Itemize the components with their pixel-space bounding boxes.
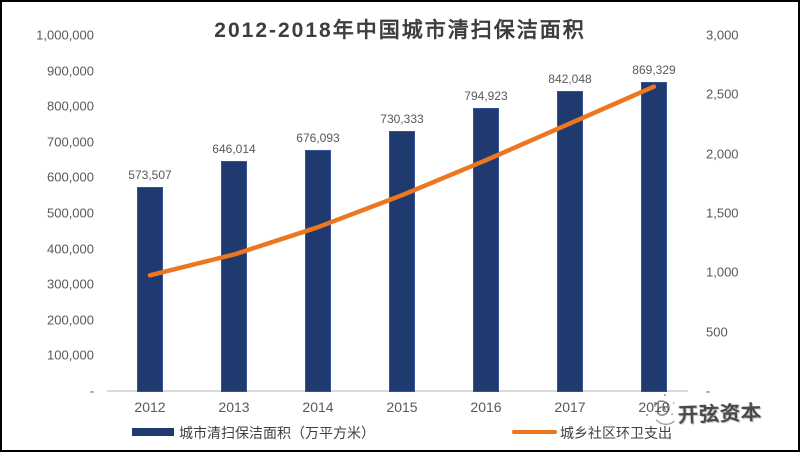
bar-2014 [305,150,331,392]
bar-2016 [473,108,499,392]
left-axis-tick: 800,000 [47,98,94,114]
left-axis-tick: 400,000 [47,241,94,257]
bar-value-label: 676,093 [296,131,340,146]
x-axis-label-2012: 2012 [134,399,166,415]
left-axis-tick: 700,000 [47,134,94,150]
bar-2013 [221,161,247,392]
x-axis-label-2015: 2015 [386,399,418,415]
right-axis-tick: - [706,383,711,399]
right-axis-tick: 2,000 [706,146,739,162]
right-axis-tick: 2,500 [706,86,739,102]
bar-value-label: 794,923 [464,89,508,103]
x-axis-label-2017: 2017 [554,399,586,415]
left-axis-tick: 200,000 [47,312,94,328]
watermark-speckle [646,414,648,416]
x-axis-label-2013: 2013 [218,399,250,415]
right-axis-tick: 1,000 [706,264,739,280]
bar-2018 [641,81,667,392]
bar-value-label: 646,014 [212,142,256,157]
legend-line-label: 城乡社区环卫支出 [560,425,672,441]
left-axis-tick: 900,000 [47,63,94,79]
right-axis-tick: 1,500 [706,205,739,221]
watermark-speckle [664,394,666,396]
watermark: 开弦资本 [651,394,762,430]
bar-value-label: 842,048 [548,72,592,87]
x-axis-label-2014: 2014 [302,399,334,415]
left-axis-tick: 600,000 [47,169,94,185]
bar-2017 [557,91,583,392]
right-axis-tick: 500 [706,324,728,340]
legend-bar-swatch [132,428,174,436]
bar-value-label: 730,333 [380,112,424,126]
scribble-spiral-icon [653,400,675,425]
bar-2015 [389,131,415,392]
watermark-text: 开弦资本 [677,401,763,427]
left-axis-tick: 500,000 [47,205,94,221]
legend-bar-label: 城市清扫保洁面积（万平方米） [179,425,375,441]
x-axis-label-2018: 2018 [638,399,670,415]
left-axis-tick: 100,000 [47,347,94,363]
right-axis-tick: 3,000 [706,27,739,43]
left-axis-tick: 1,000,000 [36,27,94,43]
legend-line-swatch [512,430,557,434]
chart-title: 2012-2018年中国城市清扫保洁面积 [214,19,586,42]
bar-value-label: 573,507 [128,167,172,182]
watermark-speckle [654,402,657,405]
x-axis-label-2016: 2016 [470,399,502,415]
bar-value-label: 869,329 [632,62,676,77]
left-axis-tick: - [89,383,94,399]
bar-2012 [137,186,163,392]
left-axis-tick: 300,000 [47,276,94,292]
